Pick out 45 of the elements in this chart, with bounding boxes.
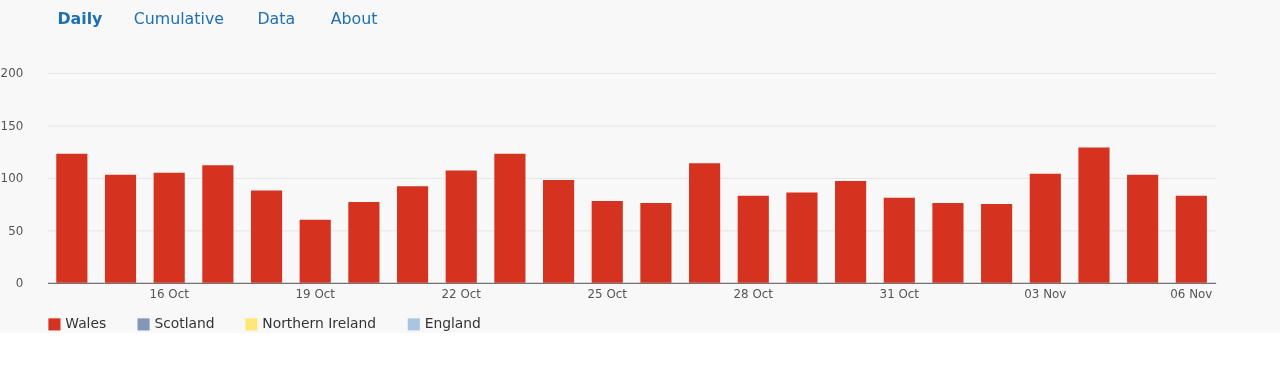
bar <box>591 200 623 283</box>
y-tick-label: 50 <box>8 223 24 238</box>
y-tick-label: 100 <box>0 171 24 186</box>
y-tick-label: 200 <box>0 66 24 81</box>
bar <box>250 190 283 283</box>
y-tick-label: 150 <box>0 118 24 133</box>
bar <box>932 203 964 283</box>
text: Daily <box>57 9 104 29</box>
x-tick-label: 25 Oct <box>587 287 628 302</box>
bar <box>883 197 915 283</box>
bar <box>640 203 672 283</box>
legend-label: Wales <box>65 315 107 332</box>
bar <box>153 172 185 283</box>
bar <box>689 163 721 283</box>
x-tick-label: 06 Nov <box>1170 287 1213 302</box>
bar <box>104 174 137 283</box>
bar <box>1029 173 1061 283</box>
x-tick-label: 28 Oct <box>733 287 774 302</box>
bar <box>299 219 331 283</box>
x-tick-label: 03 Nov <box>1024 287 1067 302</box>
x-tick-label: 19 Oct <box>295 287 336 302</box>
bar <box>1175 195 1207 283</box>
x-tick-label: 22 Oct <box>441 287 482 302</box>
legend-label: England <box>424 315 481 332</box>
legend-label: Scotland <box>154 315 215 332</box>
bar <box>981 204 1013 283</box>
bar <box>543 179 575 283</box>
bar <box>835 181 867 283</box>
bar <box>737 195 769 283</box>
bar <box>445 170 477 283</box>
x-tick-label: 16 Oct <box>149 287 190 302</box>
x-tick-label: 31 Oct <box>879 287 920 302</box>
bar <box>1127 174 1159 283</box>
bar <box>56 153 88 283</box>
text: About <box>330 9 378 29</box>
bar <box>348 202 380 283</box>
bar <box>494 153 526 283</box>
bar <box>786 192 818 283</box>
bar <box>1078 147 1110 283</box>
bar <box>396 186 429 283</box>
text: Cumulative <box>133 9 224 29</box>
y-tick-label: 0 <box>15 276 24 291</box>
bar <box>202 165 234 283</box>
text: Data <box>257 9 296 29</box>
legend-label: Northern Ireland <box>262 315 377 332</box>
